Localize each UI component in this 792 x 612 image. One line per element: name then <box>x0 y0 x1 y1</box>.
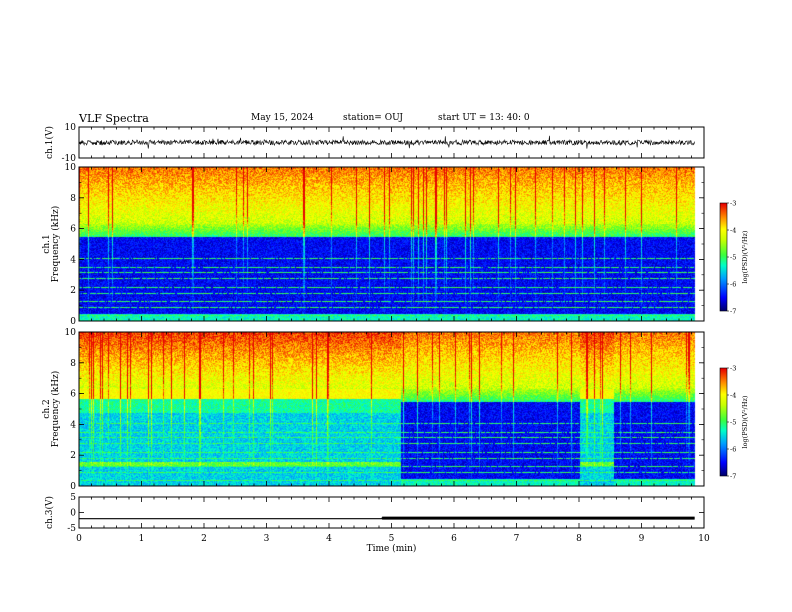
colorbar-tick-label: -4 <box>730 392 736 400</box>
colorbar-tick-label: -3 <box>730 365 736 373</box>
x-tick-label: 10 <box>698 534 710 544</box>
ch1-spec-ylabel-2: Frequency (kHz) <box>50 206 61 283</box>
colorbar-1 <box>720 203 727 311</box>
y-tick-label: 2 <box>70 286 76 296</box>
colorbar-label: log(PSD)(V²/Hz) <box>741 395 749 448</box>
x-tick-label: 1 <box>139 534 145 544</box>
y-tick-label: 0 <box>70 482 76 492</box>
ch1-waveform-line <box>78 135 695 149</box>
colorbar-label: log(PSD)(V²/Hz) <box>741 230 749 283</box>
y-tick-label: -5 <box>67 524 76 534</box>
header-date: May 15, 2024 <box>251 113 314 123</box>
colorbar-tick-label: -7 <box>730 308 736 316</box>
chart-title: VLF Spectra <box>79 112 149 125</box>
ch2-spec-ylabel-1: ch.2 <box>42 399 52 418</box>
y-tick-label: 10 <box>65 123 77 133</box>
y-tick-label: 6 <box>70 225 76 235</box>
ch2-spec-ylabel-2: Frequency (kHz) <box>50 371 61 448</box>
y-tick-label: 0 <box>70 509 76 519</box>
y-tick-label: 4 <box>70 420 76 430</box>
x-tick-label: 5 <box>389 534 395 544</box>
x-tick-label: 8 <box>576 534 582 544</box>
x-tick-label: 3 <box>264 534 270 544</box>
colorbar-tick-label: -5 <box>730 254 736 262</box>
y-tick-label: 10 <box>65 163 77 173</box>
colorbar-tick-label: -3 <box>730 200 736 208</box>
x-tick-label: 7 <box>514 534 520 544</box>
ch1-spectrogram-image <box>79 167 704 321</box>
header-station: station= OUJ <box>343 113 404 123</box>
colorbar-tick-label: -5 <box>730 419 736 427</box>
x-tick-label: 6 <box>451 534 457 544</box>
y-tick-label: 5 <box>70 493 76 503</box>
ch1-spec-ylabel-1: ch.1 <box>42 234 52 253</box>
x-tick-label: 9 <box>639 534 645 544</box>
y-tick-label: 2 <box>70 451 76 461</box>
y-tick-label: -10 <box>62 154 77 164</box>
colorbar-2 <box>720 368 727 476</box>
x-tick-label: 0 <box>76 534 82 544</box>
y-tick-label: 4 <box>70 255 76 265</box>
colorbar-tick-label: -4 <box>730 227 736 235</box>
colorbar-tick-label: -6 <box>730 281 736 289</box>
axes <box>78 126 729 529</box>
y-tick-label: 6 <box>70 390 76 400</box>
x-axis-label: Time (min) <box>367 543 417 554</box>
x-tick-label: 4 <box>326 534 332 544</box>
y-tick-label: 8 <box>70 194 76 204</box>
x-tick-label: 2 <box>201 534 207 544</box>
ch3-ylabel: ch.3(V) <box>44 496 55 529</box>
ch1-ylabel: ch.1(V) <box>44 126 55 159</box>
y-tick-label: 0 <box>70 317 76 327</box>
y-tick-label: 10 <box>65 328 77 338</box>
colorbar-tick-label: -7 <box>730 473 736 481</box>
y-tick-label: 8 <box>70 359 76 369</box>
colorbar-tick-label: -6 <box>730 446 736 454</box>
ch2-spectrogram-image <box>79 332 704 486</box>
spectrogram-images <box>79 167 727 486</box>
header-start-time: start UT = 13: 40: 0 <box>438 113 530 123</box>
trace-lines <box>78 135 695 520</box>
